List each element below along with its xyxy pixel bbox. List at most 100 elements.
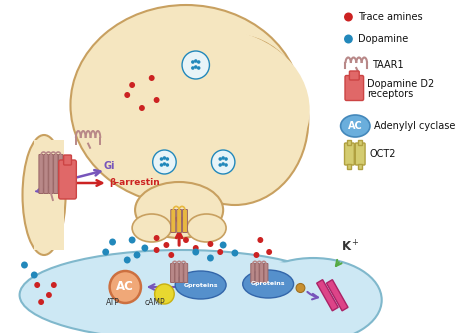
Bar	[155, 195, 203, 225]
Circle shape	[164, 242, 169, 248]
Circle shape	[165, 157, 169, 161]
FancyBboxPatch shape	[49, 155, 53, 193]
FancyBboxPatch shape	[64, 155, 72, 165]
FancyBboxPatch shape	[349, 71, 359, 80]
Circle shape	[46, 292, 52, 298]
FancyBboxPatch shape	[59, 160, 76, 199]
Circle shape	[194, 59, 198, 63]
Circle shape	[224, 163, 228, 167]
Ellipse shape	[245, 258, 382, 333]
Text: Gi: Gi	[104, 161, 115, 171]
Circle shape	[211, 150, 235, 174]
Circle shape	[296, 283, 305, 292]
FancyBboxPatch shape	[345, 76, 364, 101]
Bar	[347, 164, 351, 169]
Circle shape	[219, 157, 222, 161]
Circle shape	[344, 13, 353, 22]
Text: Adenylyl cyclase: Adenylyl cyclase	[374, 121, 455, 131]
FancyBboxPatch shape	[171, 209, 176, 232]
Circle shape	[154, 235, 160, 241]
Ellipse shape	[22, 135, 65, 255]
Bar	[327, 280, 348, 311]
Circle shape	[191, 60, 194, 64]
Circle shape	[160, 157, 163, 161]
Text: K$^+$: K$^+$	[341, 240, 359, 255]
Ellipse shape	[162, 35, 308, 205]
Circle shape	[193, 245, 199, 251]
Ellipse shape	[19, 250, 343, 333]
Bar	[358, 164, 362, 169]
Circle shape	[182, 51, 210, 79]
FancyBboxPatch shape	[179, 263, 183, 282]
Text: OCT2: OCT2	[370, 149, 396, 159]
Text: receptors: receptors	[367, 89, 413, 99]
FancyBboxPatch shape	[182, 209, 187, 232]
Circle shape	[124, 256, 131, 263]
FancyBboxPatch shape	[177, 209, 182, 232]
Circle shape	[194, 65, 198, 69]
Ellipse shape	[341, 115, 370, 137]
Text: ATP: ATP	[106, 298, 119, 307]
Circle shape	[257, 237, 263, 243]
FancyBboxPatch shape	[251, 263, 255, 282]
Circle shape	[254, 252, 259, 258]
Circle shape	[38, 299, 44, 305]
FancyBboxPatch shape	[171, 263, 174, 282]
Text: Gproteins: Gproteins	[251, 281, 285, 286]
Circle shape	[153, 150, 176, 174]
Circle shape	[220, 241, 227, 248]
Circle shape	[207, 254, 214, 261]
Ellipse shape	[243, 270, 293, 298]
Circle shape	[154, 97, 160, 103]
Circle shape	[266, 249, 272, 255]
Circle shape	[197, 66, 201, 70]
Text: AC: AC	[348, 121, 363, 131]
Circle shape	[34, 282, 40, 288]
Circle shape	[183, 237, 189, 243]
Circle shape	[208, 241, 213, 247]
Circle shape	[231, 249, 238, 256]
Ellipse shape	[112, 30, 308, 190]
Circle shape	[124, 92, 130, 98]
Circle shape	[155, 284, 174, 304]
FancyBboxPatch shape	[175, 263, 179, 282]
Circle shape	[109, 238, 116, 245]
Ellipse shape	[118, 262, 372, 333]
Circle shape	[163, 162, 166, 166]
Text: TAAR1: TAAR1	[372, 60, 403, 70]
Bar	[358, 140, 362, 145]
FancyBboxPatch shape	[44, 155, 48, 193]
Circle shape	[139, 105, 145, 111]
Circle shape	[163, 156, 166, 160]
Circle shape	[21, 261, 28, 268]
Circle shape	[197, 60, 201, 64]
FancyBboxPatch shape	[58, 155, 63, 193]
Text: β-arrestin: β-arrestin	[109, 178, 160, 187]
Ellipse shape	[71, 5, 301, 205]
Ellipse shape	[175, 271, 226, 299]
Circle shape	[102, 248, 109, 255]
Circle shape	[154, 247, 160, 253]
FancyBboxPatch shape	[255, 263, 259, 282]
Circle shape	[192, 248, 199, 255]
Circle shape	[149, 75, 155, 81]
FancyBboxPatch shape	[345, 143, 354, 165]
Ellipse shape	[187, 214, 226, 242]
Circle shape	[221, 162, 225, 166]
FancyBboxPatch shape	[264, 263, 268, 282]
FancyBboxPatch shape	[39, 155, 43, 193]
Circle shape	[51, 282, 57, 288]
Circle shape	[165, 163, 169, 167]
Circle shape	[134, 251, 140, 258]
Ellipse shape	[132, 214, 171, 242]
Text: Gproteins: Gproteins	[183, 282, 218, 287]
FancyBboxPatch shape	[260, 263, 264, 282]
Bar	[34, 140, 64, 250]
Circle shape	[129, 236, 136, 243]
Text: AC: AC	[116, 280, 134, 293]
Circle shape	[221, 156, 225, 160]
Text: Trace amines: Trace amines	[358, 12, 423, 22]
Circle shape	[160, 163, 163, 167]
FancyBboxPatch shape	[184, 263, 188, 282]
Text: Dopamine: Dopamine	[358, 34, 409, 44]
